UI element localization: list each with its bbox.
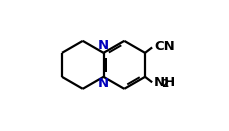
Text: NH: NH [154,76,176,89]
Text: N: N [98,39,109,52]
Text: 2: 2 [161,79,169,89]
Text: CN: CN [154,40,175,53]
Text: N: N [98,78,109,91]
